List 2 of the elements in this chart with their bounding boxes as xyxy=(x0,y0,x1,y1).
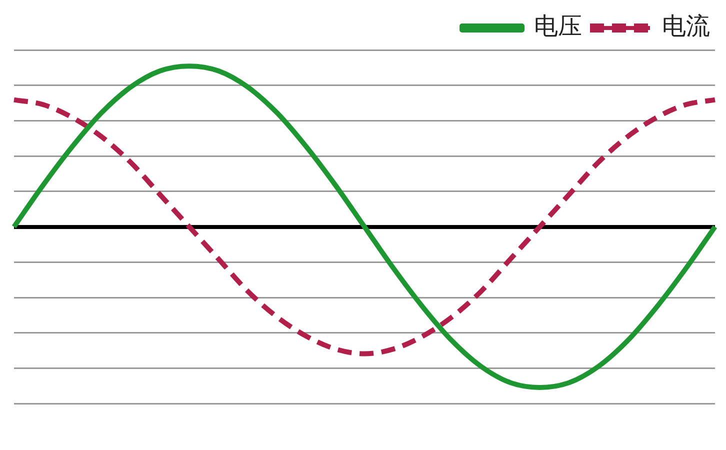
legend-label: 电流 xyxy=(662,12,710,40)
legend-label: 电压 xyxy=(534,12,582,40)
